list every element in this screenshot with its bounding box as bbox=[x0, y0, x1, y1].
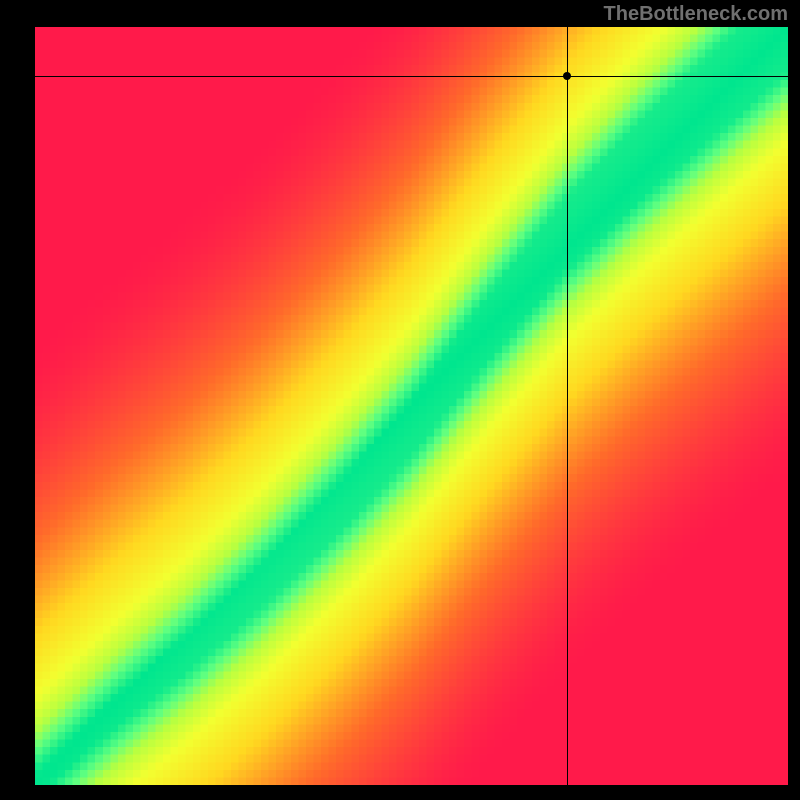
chart-container: TheBottleneck.com bbox=[0, 0, 800, 800]
heatmap-plot bbox=[35, 27, 788, 785]
watermark-text: TheBottleneck.com bbox=[604, 3, 788, 26]
heatmap-canvas bbox=[35, 27, 788, 785]
crosshair-vertical bbox=[567, 27, 568, 785]
crosshair-marker bbox=[563, 72, 571, 80]
crosshair-horizontal bbox=[35, 76, 788, 77]
